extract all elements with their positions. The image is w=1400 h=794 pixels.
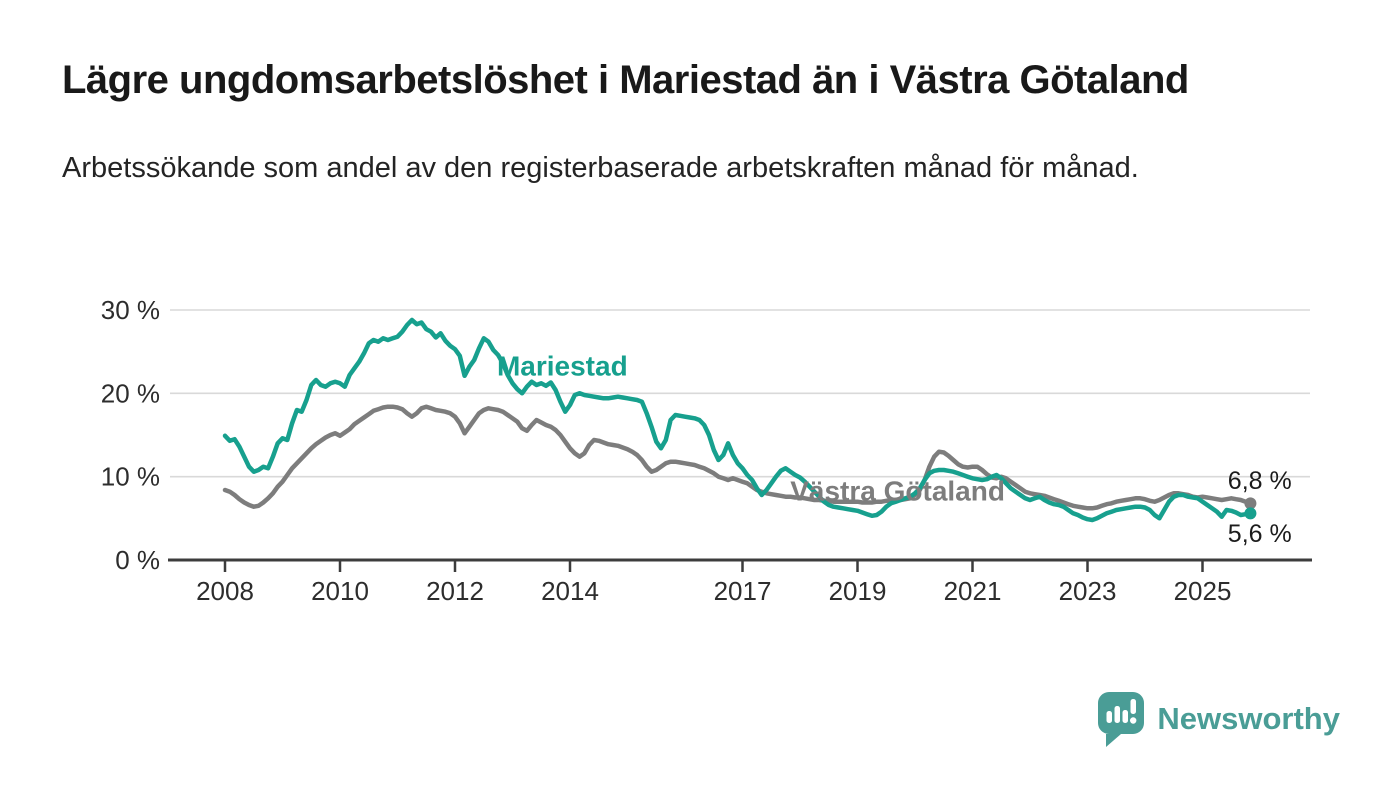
y-axis-tick-label: 0 % (115, 545, 160, 575)
x-axis-tick-label: 2021 (944, 576, 1002, 606)
y-axis-tick-label: 10 % (101, 462, 160, 492)
x-axis-tick-label: 2014 (541, 576, 599, 606)
x-axis-tick-label: 2019 (829, 576, 887, 606)
y-axis-tick-label: 30 % (101, 295, 160, 325)
mariestad-end-dot (1244, 507, 1257, 520)
v-stra-g-taland-series-label: Västra Götaland (790, 475, 1005, 506)
page-title: Lägre ungdomsarbetslöshet i Mariestad än… (62, 58, 1189, 102)
x-axis-tick-label: 2012 (426, 576, 484, 606)
x-axis-tick-label: 2010 (311, 576, 369, 606)
x-axis-tick-label: 2025 (1174, 576, 1232, 606)
end-value-label: 6,8 % (1228, 467, 1292, 495)
newsworthy-chart-bubble-icon (1098, 692, 1145, 747)
chart-subtitle: Arbetssökande som andel av den registerb… (62, 152, 1139, 184)
v-stra-g-taland-line (222, 404, 1253, 511)
x-axis-tick-label: 2023 (1059, 576, 1117, 606)
mariestad-line (222, 317, 1253, 523)
v-stra-g-taland-end-dot (1244, 497, 1257, 510)
y-axis-tick-label: 20 % (101, 378, 160, 408)
brand-wordmark: Newsworthy (1157, 701, 1340, 736)
x-axis-tick-label: 2017 (714, 576, 772, 606)
end-value-label: 5,6 % (1228, 520, 1292, 548)
newsworthy-logo: Newsworthy (1097, 690, 1340, 748)
mariestad-series-label: Mariestad (497, 350, 628, 381)
x-axis-tick-label: 2008 (196, 576, 254, 606)
